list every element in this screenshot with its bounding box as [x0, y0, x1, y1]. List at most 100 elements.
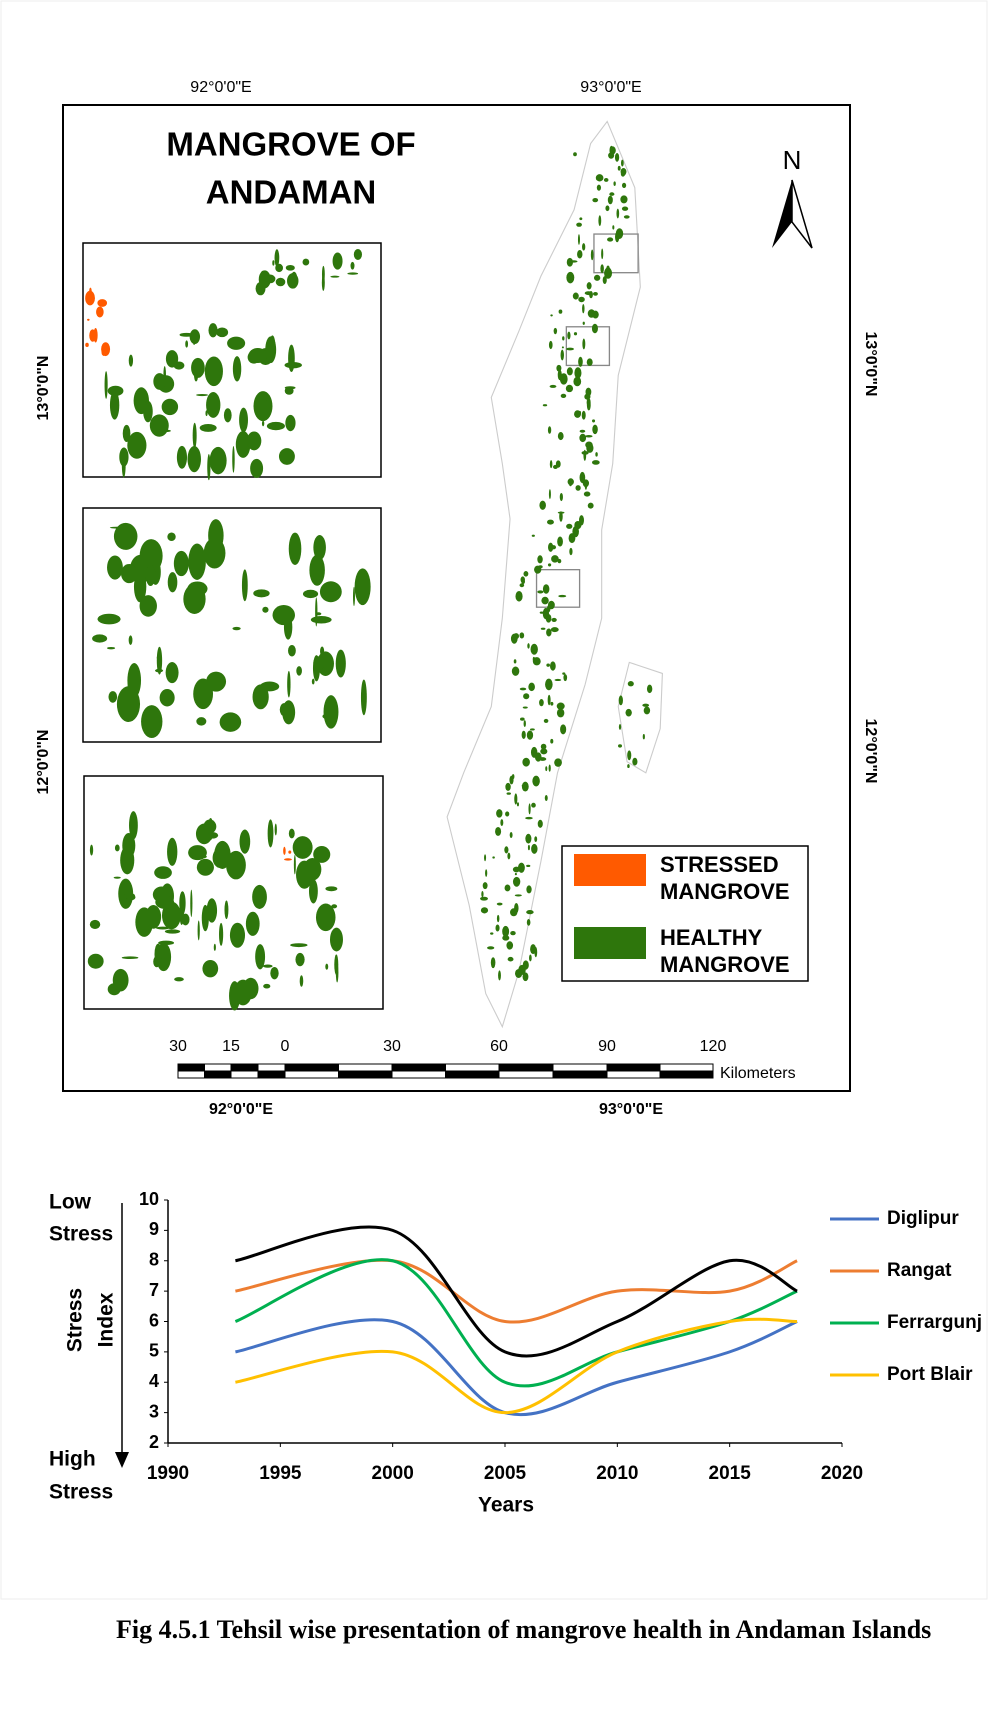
bottom-note: Stress — [49, 1481, 113, 1504]
mangrove-patch — [521, 579, 525, 585]
mangrove-patch — [192, 330, 196, 346]
mangrove-patch — [512, 876, 521, 887]
mangrove-patch — [112, 968, 129, 992]
mangrove-patch — [155, 895, 175, 909]
mangrove-patch — [553, 327, 558, 335]
mangrove-patch — [618, 744, 623, 748]
mangrove-patch — [521, 730, 526, 739]
mangrove-patch — [551, 545, 557, 550]
mangrove-patch — [587, 502, 594, 509]
mangrove-patch — [482, 882, 488, 890]
lon-label: 93°0'0"E — [599, 1101, 663, 1118]
mangrove-patch — [556, 708, 565, 718]
mangrove-patch — [589, 291, 593, 299]
mangrove-patch — [283, 846, 286, 855]
mangrove-patch — [548, 340, 553, 350]
mangrove-patch — [596, 184, 602, 191]
x-tick-label: 1990 — [147, 1463, 189, 1484]
mangrove-patch — [582, 303, 585, 314]
mangrove-patch — [560, 393, 567, 398]
mangrove-patch — [504, 884, 511, 892]
mangrove-patch — [605, 205, 610, 212]
mangrove-patch — [625, 708, 632, 717]
mangrove-patch — [347, 272, 359, 275]
figure-caption: Fig 4.5.1 Tehsil wise presentation of ma… — [116, 1615, 932, 1644]
mangrove-patch — [129, 811, 138, 840]
mangrove-patch — [528, 682, 535, 692]
mangrove-patch — [350, 261, 355, 270]
mangrove-patch — [93, 327, 98, 343]
mangrove-patch — [159, 689, 175, 707]
mangrove-patch — [113, 876, 121, 879]
mangrove-patch — [530, 643, 538, 655]
mangrove-patch — [526, 909, 534, 915]
mangrove-patch — [484, 854, 487, 862]
mangrove-patch — [515, 590, 523, 602]
mangrove-patch — [522, 960, 529, 970]
mangrove-patch — [492, 856, 495, 859]
mangrove-patch — [360, 679, 367, 716]
mangrove-patch — [292, 836, 313, 859]
mangrove-patch — [603, 178, 609, 182]
mangrove-patch — [600, 264, 604, 274]
mangrove-patch — [530, 728, 535, 731]
mangrove-patch — [97, 299, 108, 307]
mangrove-patch — [261, 420, 265, 427]
mangrove-patch — [296, 666, 302, 676]
scale-label: 15 — [222, 1038, 240, 1055]
lon-label: 92°0'0"E — [209, 1101, 273, 1118]
mangrove-patch — [290, 943, 308, 948]
mangrove-patch — [595, 174, 604, 182]
mangrove-patch — [502, 935, 510, 941]
mangrove-patch — [607, 195, 613, 205]
mangrove-patch — [270, 966, 279, 980]
mangrove-patch — [504, 846, 509, 854]
mangrove-patch — [540, 627, 546, 630]
mangrove-patch — [87, 953, 104, 969]
mangrove-patch — [601, 248, 604, 260]
mangrove-patch — [573, 332, 578, 336]
mangrove-patch — [246, 431, 262, 451]
scale-segment — [338, 1063, 393, 1072]
series-line — [235, 1318, 798, 1417]
mangrove-patch — [234, 979, 252, 1006]
mangrove-patch — [96, 306, 104, 318]
mangrove-patch — [223, 408, 232, 423]
mangrove-patch — [505, 782, 511, 791]
mangrove-patch — [309, 554, 325, 586]
mangrove-patch — [527, 643, 530, 649]
mangrove-patch — [627, 681, 634, 687]
mangrove-patch — [553, 464, 558, 470]
mangrove-patch — [104, 371, 108, 399]
scale-label: 60 — [490, 1038, 508, 1055]
x-tick-label: 2010 — [596, 1463, 638, 1484]
mangrove-patch — [496, 902, 503, 906]
mangrove-patch — [534, 836, 538, 843]
mangrove-patch — [219, 922, 224, 946]
x-tick-label: 2020 — [821, 1463, 863, 1484]
mangrove-patch — [572, 292, 579, 300]
mangrove-patch — [566, 347, 575, 351]
mangrove-patch — [141, 705, 163, 739]
mangrove-patch — [127, 675, 138, 709]
mangrove-patch — [557, 369, 562, 381]
mangrove-patch — [323, 695, 339, 729]
mangrove-patch — [85, 342, 89, 347]
mangrove-patch — [574, 410, 581, 418]
mangrove-patch — [199, 423, 217, 432]
mangrove-patch — [586, 443, 594, 453]
mangrove-patch — [642, 703, 650, 707]
mangrove-patch — [335, 649, 346, 678]
mangrove-patch — [496, 914, 500, 923]
mangrove-patch — [284, 858, 292, 861]
mangrove-patch — [239, 829, 251, 854]
mangrove-patch — [311, 678, 315, 685]
mangrove-patch — [190, 889, 193, 918]
mangrove-patch — [250, 458, 264, 478]
mangrove-patch — [229, 922, 246, 948]
mangrove-patch — [584, 480, 588, 490]
mangrove-patch — [262, 964, 273, 968]
mangrove-patch — [593, 274, 601, 281]
mangrove-patch — [559, 511, 563, 522]
mangrove-patch — [201, 904, 209, 932]
